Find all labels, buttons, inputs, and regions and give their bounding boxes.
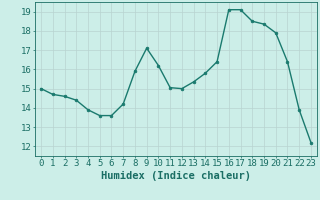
X-axis label: Humidex (Indice chaleur): Humidex (Indice chaleur) [101, 171, 251, 181]
